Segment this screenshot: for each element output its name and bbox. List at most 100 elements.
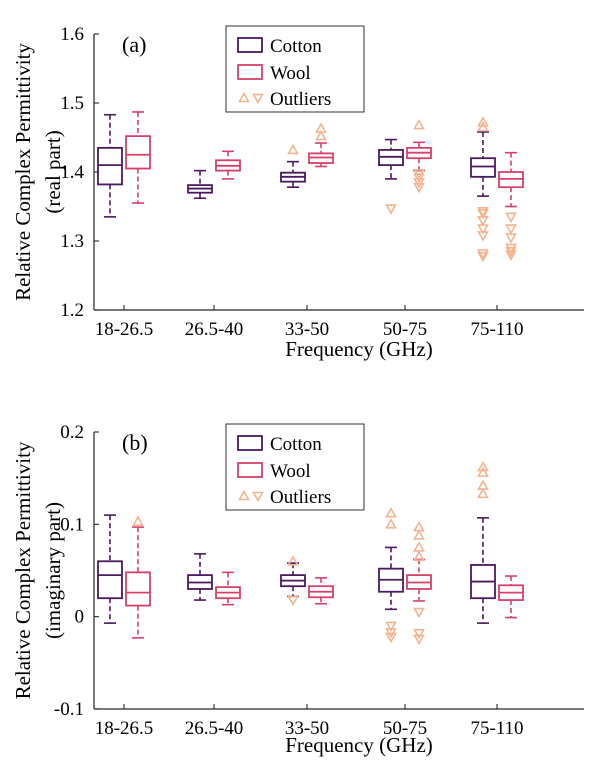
outlier-down-triangle [413, 182, 425, 194]
legend: Cotton Wool Outliers [225, 25, 365, 113]
box-body [470, 157, 496, 178]
outlier-down-triangle [413, 178, 425, 189]
outlier-down-triangle [477, 251, 489, 263]
y-tick-label: 1.4 [60, 162, 84, 183]
x-axis-label: Frequency (GHz) [285, 337, 433, 361]
box-cotton-2 [280, 143, 306, 188]
y-tick-label: 1.6 [60, 24, 84, 45]
y-axis-label-line1: Relative Complex Permittivity [11, 441, 35, 699]
outlier-up-triangle [477, 460, 489, 472]
outlier-down-triangle [413, 607, 425, 619]
legend-frame [225, 423, 365, 511]
legend-frame [225, 25, 365, 113]
outlier-up-triangle [477, 487, 489, 499]
y-tick-label: 1.2 [60, 300, 84, 321]
outlier-down-triangle [477, 209, 489, 220]
outlier-down-triangle [287, 595, 299, 607]
outlier-up-triangle [413, 541, 425, 552]
outlier-down-triangle [385, 621, 397, 633]
y-tick-label: -0.1 [54, 699, 84, 720]
outlier-down-triangle [477, 216, 489, 227]
outlier-up-triangle [413, 550, 425, 561]
x-tick-label: 75-110 [470, 718, 523, 739]
outlier-down-triangle [385, 632, 397, 644]
box-cotton-0 [97, 113, 123, 218]
y-axis-label-line2: (real part) [41, 130, 65, 213]
outlier-down-triangle [385, 204, 397, 215]
box-cotton-4 [470, 116, 496, 263]
box-body [97, 560, 123, 600]
box-wool-4 [498, 151, 524, 261]
outlier-up-triangle [287, 143, 299, 155]
y-tick-label: 0 [75, 607, 85, 628]
box-cotton-1 [187, 169, 213, 200]
outlier-up-triangle [385, 507, 397, 518]
y-tick-label: 1.3 [60, 231, 84, 252]
panel-b: -0.1 0 0.1 0.2 18-26.5 26.5-40 33-50 50-75 75-11… [11, 422, 584, 757]
x-tick-label: 33-50 [285, 718, 329, 739]
outlier-down-triangle [505, 233, 517, 244]
outlier-up-triangle [413, 529, 425, 540]
box-body [97, 146, 123, 186]
outlier-up-triangle [385, 518, 397, 529]
legend-label-cotton: Cotton [270, 434, 322, 455]
panel-tag: (a) [122, 32, 146, 57]
legend-label-wool: Wool [270, 63, 311, 84]
box-body [125, 135, 151, 170]
y-axis-label-line1: Relative Complex Permittivity [11, 43, 35, 301]
outlier-down-triangle [505, 250, 517, 261]
legend-outlier-down-icon [252, 491, 264, 503]
outlier-up-triangle [132, 515, 144, 526]
box-cotton-2 [280, 555, 306, 607]
outlier-down-triangle [477, 207, 489, 218]
outlier-down-triangle [477, 224, 489, 235]
legend-outlier-up-icon [238, 91, 250, 103]
x-tick-label: 33-50 [285, 319, 329, 340]
box-wool-2 [308, 577, 334, 605]
box-body [125, 571, 151, 607]
x-axis-label: Frequency (GHz) [285, 733, 433, 757]
box-wool-2 [308, 122, 334, 168]
panel-a: 1.2 1.3 1.4 1.5 1.6 18-26.5 26.5-40 33-50 50-75 7… [11, 24, 584, 361]
box-cotton-3 [378, 507, 404, 644]
legend-swatch-wool [237, 462, 263, 478]
legend-label-wool: Wool [270, 461, 311, 482]
legend-outlier-down-icon [252, 93, 264, 105]
outlier-down-triangle [413, 634, 425, 645]
panel-tag: (b) [122, 430, 148, 455]
box-wool-3 [406, 118, 432, 194]
outlier-up-triangle [477, 466, 489, 477]
x-tick-label: 75-110 [470, 319, 523, 340]
outlier-down-triangle [477, 249, 489, 260]
legend-label-outliers: Outliers [270, 487, 331, 508]
box-wool-0 [125, 111, 151, 204]
legend-label-cotton: Cotton [270, 36, 322, 57]
y-axis-label-line2: (imaginary part) [41, 502, 65, 639]
x-tick-label: 26.5-40 [185, 319, 244, 340]
box-wool-1 [215, 150, 241, 180]
box-cotton-4 [470, 460, 496, 624]
outlier-down-triangle [505, 224, 517, 235]
legend-swatch-wool [237, 64, 263, 80]
box-wool-1 [215, 571, 241, 606]
legend: Cotton Wool Outliers [225, 423, 365, 511]
x-tick-label: 18-26.5 [95, 319, 154, 340]
outlier-up-triangle [315, 129, 327, 141]
outlier-up-triangle [477, 116, 489, 127]
outlier-up-triangle [287, 555, 299, 566]
box-wool-4 [498, 575, 524, 619]
x-tick-label: 18-26.5 [95, 718, 154, 739]
legend-swatch-cotton [237, 435, 263, 451]
outlier-down-triangle [413, 628, 425, 640]
x-tick-label: 26.5-40 [185, 718, 244, 739]
legend-swatch-cotton [237, 37, 263, 53]
outlier-down-triangle [477, 231, 489, 242]
y-tick-label: 1.5 [60, 93, 84, 114]
y-tick-label: 0.2 [60, 422, 84, 443]
box-wool-3 [406, 520, 432, 645]
outlier-up-triangle [413, 118, 425, 130]
box-wool-0 [125, 515, 151, 639]
legend-label-outliers: Outliers [270, 89, 331, 110]
outlier-down-triangle [413, 173, 425, 184]
